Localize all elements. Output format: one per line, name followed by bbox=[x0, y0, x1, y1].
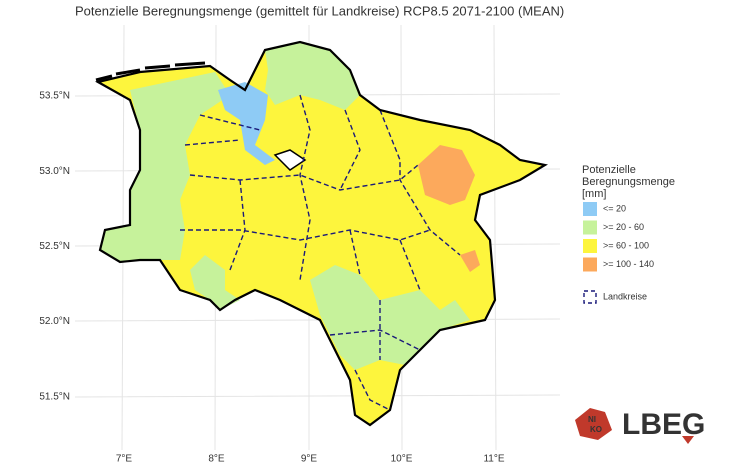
legend-swatch bbox=[583, 257, 597, 272]
logo-text: LBEG bbox=[622, 408, 705, 441]
longitude-label: 8°E bbox=[208, 454, 225, 465]
region bbox=[310, 265, 470, 370]
legend-label: >= 60 - 100 bbox=[603, 240, 649, 250]
latitude-label: 52.0°N bbox=[39, 316, 70, 327]
latitude-label: 51.5°N bbox=[39, 391, 70, 402]
logo-badge bbox=[575, 408, 612, 440]
longitude-label: 10°E bbox=[391, 454, 413, 465]
logo: NI KO LBEG bbox=[575, 408, 705, 444]
longitude-label: 11°E bbox=[483, 454, 504, 465]
legend-label: Landkreise bbox=[603, 291, 647, 301]
logo-badge-text: KO bbox=[590, 425, 602, 434]
legend-swatch bbox=[583, 239, 597, 253]
region bbox=[218, 82, 275, 165]
latitude-label: 52.5°N bbox=[39, 241, 70, 252]
legend-label: <= 20 bbox=[603, 203, 626, 213]
logo-arrow bbox=[682, 436, 694, 444]
region bbox=[418, 145, 475, 205]
longitude-labels: 7°E 8°E 9°E 10°E 11°E bbox=[116, 454, 505, 465]
legend-label: >= 100 - 140 bbox=[603, 259, 654, 269]
region bbox=[100, 72, 230, 262]
latitude-label: 53.0°N bbox=[39, 166, 70, 177]
legend-boundary-swatch bbox=[583, 290, 597, 304]
state-outline bbox=[95, 40, 549, 427]
regions bbox=[98, 42, 545, 425]
bremen-hole bbox=[273, 149, 307, 171]
latitude-label: 53.5°N bbox=[39, 91, 70, 102]
legend-title: [mm] bbox=[582, 188, 606, 200]
islands bbox=[95, 61, 206, 82]
district-boundaries bbox=[180, 94, 461, 411]
legend-title: Potenzielle bbox=[582, 164, 636, 176]
latitude-labels: 53.5°N 53.0°N 52.5°N 52.0°N 51.5°N bbox=[39, 91, 70, 403]
legend-title: Beregnungsmenge bbox=[582, 176, 675, 188]
logo-badge-text: NI bbox=[588, 415, 596, 424]
longitude-label: 9°E bbox=[301, 454, 318, 465]
region bbox=[190, 255, 240, 310]
legend-swatch bbox=[583, 202, 597, 216]
map-title: Potenzielle Beregnungsmenge (gemittelt f… bbox=[75, 3, 564, 18]
legend-label: >= 20 - 60 bbox=[603, 222, 644, 232]
legend-swatch bbox=[583, 220, 597, 235]
longitude-label: 7°E bbox=[116, 454, 133, 465]
region bbox=[265, 42, 360, 110]
region bbox=[460, 250, 480, 272]
